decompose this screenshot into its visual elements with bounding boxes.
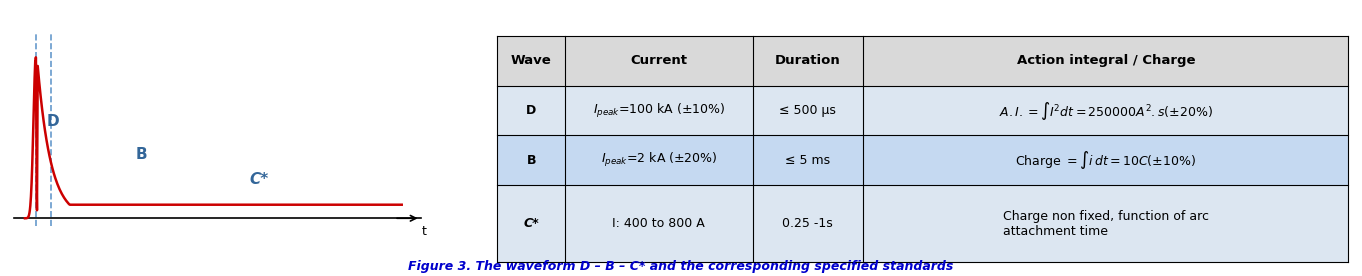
Text: B: B [136,147,147,162]
Text: ≤ 500 μs: ≤ 500 μs [779,104,836,117]
FancyBboxPatch shape [497,86,565,136]
FancyBboxPatch shape [497,185,565,262]
Text: ≤ 5 ms: ≤ 5 ms [786,154,831,167]
FancyBboxPatch shape [752,136,864,185]
Text: Duration: Duration [775,54,840,67]
FancyBboxPatch shape [565,36,752,86]
Text: Figure 3. The waveform D – B – C* and the corresponding specified standards: Figure 3. The waveform D – B – C* and th… [409,260,953,273]
Text: B: B [527,154,535,167]
Text: D: D [526,104,537,117]
FancyBboxPatch shape [864,185,1348,262]
Text: $A.I. = \int I^2 dt = 250000A^2.s(\pm 20\%)$: $A.I. = \int I^2 dt = 250000A^2.s(\pm 20… [998,100,1212,121]
Text: Wave: Wave [511,54,552,67]
FancyBboxPatch shape [565,185,752,262]
FancyBboxPatch shape [565,136,752,185]
FancyBboxPatch shape [497,136,565,185]
Text: I: 400 to 800 A: I: 400 to 800 A [613,217,706,230]
Text: $I_{peak}$=2 kA (±20%): $I_{peak}$=2 kA (±20%) [601,151,718,169]
FancyBboxPatch shape [752,86,864,136]
FancyBboxPatch shape [752,185,864,262]
Text: Charge $= \int i\,dt = 10C(\pm 10\%)$: Charge $= \int i\,dt = 10C(\pm 10\%)$ [1015,149,1196,171]
FancyBboxPatch shape [565,86,752,136]
Text: C*: C* [523,217,539,230]
Text: C*: C* [249,172,268,187]
Text: Current: Current [631,54,688,67]
FancyBboxPatch shape [864,136,1348,185]
FancyBboxPatch shape [864,86,1348,136]
FancyBboxPatch shape [752,36,864,86]
FancyBboxPatch shape [497,36,565,86]
Text: Charge non fixed, function of arc
attachment time: Charge non fixed, function of arc attach… [1002,210,1208,238]
Text: D: D [46,114,59,129]
Text: $I_{peak}$=100 kA (±10%): $I_{peak}$=100 kA (±10%) [592,102,725,120]
Text: Action integral / Charge: Action integral / Charge [1016,54,1194,67]
Text: t: t [422,225,426,238]
FancyBboxPatch shape [864,36,1348,86]
Text: 0.25 -1s: 0.25 -1s [782,217,834,230]
